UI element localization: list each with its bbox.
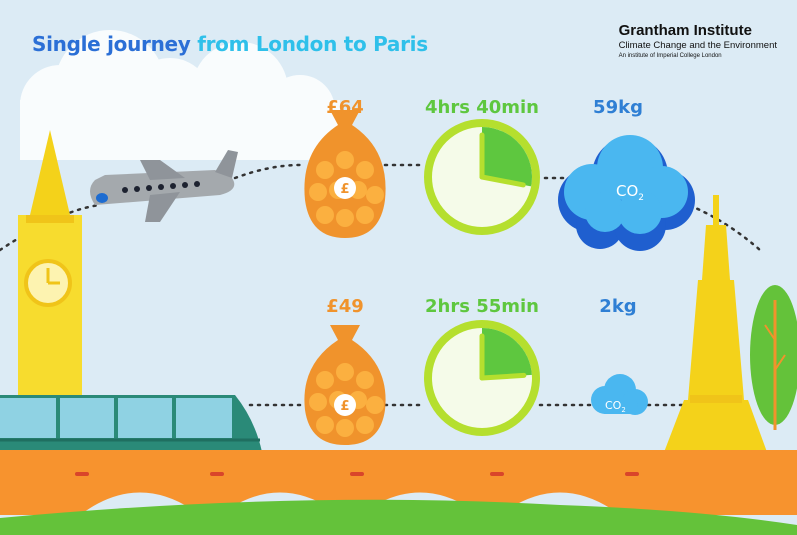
clock-icon <box>424 119 540 235</box>
money-bag-icon: £ <box>304 110 386 238</box>
brand-block: Grantham Institute Climate Change and th… <box>619 22 777 59</box>
plane-time: 4hrs 40min <box>425 97 539 118</box>
background-clouds <box>20 30 340 160</box>
brand-subtitle: Climate Change and the Environment <box>618 40 777 51</box>
train-illustration <box>0 395 262 452</box>
train-co2: 2kg <box>599 296 637 317</box>
title-part-1: Single journey <box>32 32 191 56</box>
svg-text:CO2: CO2 <box>616 182 644 203</box>
plane-co2: 59kg <box>593 97 643 118</box>
clock-icon <box>424 320 540 436</box>
co2-subscript: 2 <box>638 193 644 203</box>
money-bag-icon: £ <box>304 325 386 445</box>
co2-label: CO <box>616 182 638 200</box>
pound-symbol: £ <box>340 399 349 414</box>
co2-cloud-icon: CO2 <box>558 135 695 251</box>
train-time: 2hrs 55min <box>425 296 539 317</box>
pound-symbol: £ <box>340 182 349 197</box>
brand-name: Grantham Institute <box>618 22 752 39</box>
tree-illustration <box>750 285 797 430</box>
ground <box>0 499 797 535</box>
co2-subscript: 2 <box>621 406 625 414</box>
co2-label: CO <box>605 399 622 412</box>
plane-cost: £64 <box>326 97 364 118</box>
page-title: Single journey from London to Paris <box>32 32 428 56</box>
big-ben-illustration <box>18 130 82 395</box>
train-cost: £49 <box>326 296 364 317</box>
svg-text:CO2: CO2 <box>605 399 626 414</box>
co2-cloud-icon: CO2 <box>591 374 648 415</box>
title-part-2: from London to Paris <box>197 32 428 56</box>
plane-illustration <box>90 150 238 222</box>
brand-tagline: An institute of Imperial College London <box>618 53 722 59</box>
